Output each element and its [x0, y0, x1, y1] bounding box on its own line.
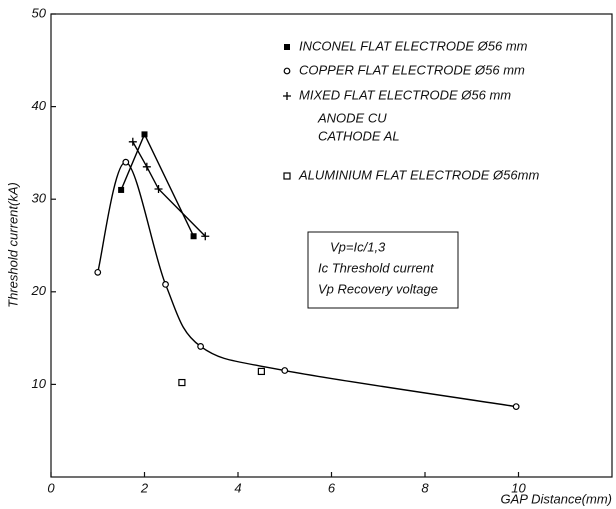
y-axis-label: Threshold current(kA) — [5, 182, 20, 308]
legend-note: ANODE CU — [317, 110, 387, 125]
point — [141, 131, 148, 138]
series-line — [132, 141, 206, 237]
x-tick-label: 2 — [140, 480, 149, 495]
annotation: Vp Recovery voltage — [318, 281, 438, 296]
point — [142, 162, 151, 171]
x-tick-label: 10 — [511, 480, 526, 495]
point — [122, 158, 130, 166]
legend-label: INCONEL FLAT ELECTRODE Ø56 mm — [299, 38, 528, 53]
point — [201, 232, 210, 241]
legend-label: MIXED FLAT ELECTRODE Ø56 mm — [299, 87, 511, 102]
y-tick-label: 50 — [32, 5, 47, 20]
point — [178, 378, 186, 387]
annotation: Vp=Ic/1,3 — [330, 239, 386, 254]
point — [118, 186, 125, 193]
point — [281, 367, 289, 374]
point — [94, 268, 102, 276]
legend-marker — [283, 92, 291, 100]
x-axis-label: GAP Distance(mm) — [501, 491, 612, 506]
y-tick-label: 20 — [31, 283, 47, 298]
annotation-box — [307, 231, 459, 309]
point — [257, 367, 265, 376]
x-tick-label: 0 — [47, 480, 55, 495]
point — [128, 137, 137, 146]
x-tick-label: 6 — [328, 480, 336, 495]
x-tick-label: 4 — [234, 480, 241, 495]
annotation: Ic Threshold current — [318, 260, 435, 275]
y-tick-label: 10 — [32, 376, 47, 391]
point — [162, 280, 169, 288]
x-tick-label: 8 — [421, 480, 429, 495]
series-line — [97, 161, 517, 408]
legend-marker — [284, 44, 290, 50]
legend-label: ALUMINIUM FLAT ELECTRODE Ø56mm — [298, 167, 539, 182]
y-tick-label: 40 — [32, 98, 47, 113]
y-tick-label: 30 — [32, 191, 47, 206]
legend-marker — [283, 67, 291, 75]
point — [197, 343, 205, 350]
point — [190, 233, 197, 240]
legend-marker — [283, 172, 291, 180]
legend-note: CATHODE AL — [318, 128, 400, 143]
point — [154, 185, 163, 194]
point — [512, 403, 520, 411]
legend-label: COPPER FLAT ELECTRODE Ø56 mm — [299, 62, 525, 77]
